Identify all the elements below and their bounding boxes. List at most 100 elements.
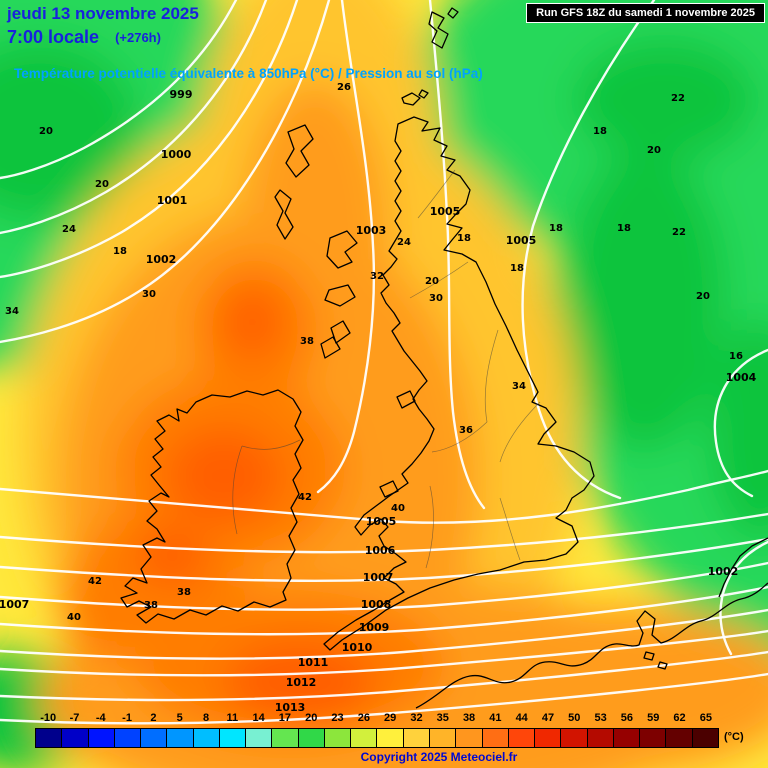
pressure-label: 1002 [146, 253, 177, 266]
colorbar-cell [508, 729, 536, 747]
great-britain-coastline [323, 116, 595, 651]
isobar-1005-main [0, 469, 768, 524]
pressure-label: 1012 [286, 676, 317, 689]
run-info-banner: Run GFS 18Z du samedi 1 novembre 2025 [526, 3, 765, 23]
shetland-coastline [428, 7, 459, 49]
temperature-label: 18 [510, 263, 524, 274]
time-label: 7:00 locale [7, 27, 100, 47]
temperature-label: 20 [696, 291, 710, 302]
colorbar-tick-label: 35 [436, 712, 449, 724]
colorbar-tick-label: 44 [515, 712, 528, 724]
temperature-label: 22 [672, 227, 686, 238]
colorbar-cell [246, 729, 273, 747]
isobar-1009 [0, 585, 768, 636]
colorbar-cell [141, 729, 168, 747]
pressure-label: 1011 [298, 656, 329, 669]
colorbar-cell [482, 729, 509, 747]
colorbar-cell [36, 729, 63, 747]
colorbar-ticks: -10 -7 -4 -1 2 5 8 11 14 17 20 23 26 29 32 35 38 41 44 47 50… [0, 712, 768, 727]
temperature-label: 38 [177, 587, 191, 598]
colorbar-cell [666, 729, 693, 747]
orkney-coastline [401, 89, 429, 106]
temperature-label: 18 [549, 223, 563, 234]
temperature-label: 20 [95, 179, 109, 190]
temperature-label: 32 [370, 271, 384, 282]
temperature-label: 20 [647, 145, 661, 156]
colorbar-tick-label: 5 [176, 712, 183, 724]
colorbar-tick-label: 23 [331, 712, 344, 724]
colorbar-tick-label: 56 [620, 712, 634, 724]
pressure-label: 1008 [361, 598, 392, 611]
map-labels: 999 1000 1001 1002 1003 1005 1005 1004 1002 1005 1… [0, 82, 757, 714]
colorbar-cell [613, 729, 641, 747]
temperature-label: 30 [429, 293, 443, 304]
colorbar-tick-label: -4 [95, 712, 106, 724]
colorbar-tick-label: 8 [202, 712, 210, 724]
isobar-999 [0, 0, 238, 180]
colorbar-tick-label: 14 [252, 712, 265, 724]
colorbar-tick-label: 41 [489, 712, 502, 724]
isle-of-man-coastline [396, 390, 416, 409]
colorbar-cell [167, 729, 194, 747]
colorbar-tick-label: 20 [305, 712, 318, 724]
colorbar-tick-label: 11 [226, 712, 239, 724]
colorbar-cell [403, 729, 430, 747]
temperature-label: 18 [457, 233, 471, 244]
temperature-label: 34 [5, 306, 19, 317]
pressure-label: 1002 [708, 565, 739, 578]
isobar-1001 [0, 0, 299, 279]
colorbar-cell [351, 729, 378, 747]
colorbar-cell [298, 729, 325, 747]
temperature-label: 40 [391, 503, 405, 514]
temperature-label: 18 [113, 246, 127, 257]
isobar-1000 [0, 0, 268, 235]
map-subtitle: Température potentielle équivalente à 85… [14, 66, 483, 81]
colorbar-cell [219, 729, 247, 747]
colorbar-cell [377, 729, 404, 747]
isobar-1005-a [428, 0, 486, 510]
france-coastline [415, 582, 768, 709]
temperature-label: 34 [512, 381, 526, 392]
colorbar-cell [535, 729, 562, 747]
colorbar-cell [429, 729, 457, 747]
colorbar-tick-label: 32 [410, 712, 423, 724]
isobars [0, 0, 768, 725]
pressure-label: 1000 [161, 148, 192, 161]
temperature-label: 36 [459, 425, 473, 436]
colorbar-tick-label: 50 [568, 712, 581, 724]
colorbar-cell [561, 729, 588, 747]
date-label: jeudi 13 novembre 2025 [7, 4, 199, 23]
colorbar-cell [640, 729, 667, 747]
colorbar-cell [456, 729, 483, 747]
colorbar-cell [587, 729, 614, 747]
temperature-label: 16 [729, 351, 743, 362]
colorbar-tick-label: -10 [40, 712, 57, 724]
colorbar-tick-label: -1 [122, 712, 132, 724]
pressure-label: 1005 [430, 205, 461, 218]
isobar-1008 [0, 561, 768, 611]
colorbar-tick-label: 2 [150, 712, 157, 724]
colorbar-tick-label: 26 [357, 712, 370, 724]
colorbar-cell [62, 729, 89, 747]
temperature-label: 40 [67, 612, 81, 623]
colorbar-tick-label: 29 [384, 712, 397, 724]
pressure-label: 1001 [157, 194, 188, 207]
pressure-label: 1003 [356, 224, 387, 237]
isobar-1003 [316, 0, 376, 494]
temperature-label: 24 [397, 237, 411, 248]
temperature-label: 26 [337, 82, 351, 93]
pressure-label: 1007 [363, 571, 394, 584]
temperature-label: 42 [298, 492, 312, 503]
colorbar-tick-label: 38 [462, 712, 476, 724]
ireland-coastline [120, 389, 304, 624]
temperature-label: 18 [617, 223, 631, 234]
isobar-1004 [713, 348, 768, 498]
colorbar-cell [692, 729, 718, 747]
temperature-label: 42 [88, 576, 102, 587]
colorbar-tick-label: -7 [69, 712, 80, 724]
pressure-label: 1009 [359, 621, 390, 634]
colorbar-cell [193, 729, 220, 747]
pressure-label: 1006 [365, 544, 396, 557]
copyright-label: Copyright 2025 Meteociel.fr [360, 750, 518, 764]
